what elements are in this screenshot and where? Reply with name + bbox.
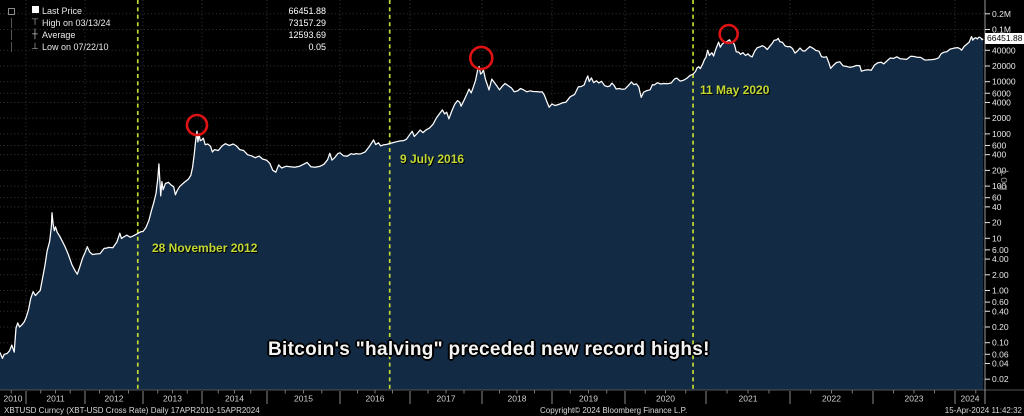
legend-value: 0.05 — [308, 42, 326, 52]
y-axis-tick-label: 2000 — [992, 113, 1011, 123]
security-description: XBTUSD Curncy (XBT-USD Cross Rate) Daily… — [4, 406, 260, 415]
x-axis-year-label: 2022 — [822, 394, 841, 404]
legend-label: High on 03/13/24 — [42, 18, 111, 28]
y-axis-tick-label: 60 — [992, 193, 1002, 203]
y-axis-tick-label: 20 — [992, 218, 1002, 228]
halving-peak-circle — [718, 23, 739, 45]
legend-label: Average — [42, 30, 76, 40]
y-axis-tick-label: 10 — [992, 233, 1002, 243]
x-axis-year-label: 2013 — [163, 394, 182, 404]
x-axis-year-label: 2023 — [905, 394, 924, 404]
x-axis-year-label: 2021 — [739, 394, 758, 404]
legend-value: 12593.69 — [288, 30, 326, 40]
y-axis-tick-label: 0.60 — [992, 297, 1009, 307]
legend-tree — [6, 42, 28, 52]
x-axis-year-label: 2011 — [46, 394, 65, 404]
halving-peak-circle — [468, 45, 494, 71]
timestamp-text: 15-Apr-2024 11:42:32 — [944, 406, 1022, 415]
high-marker-icon: ⊤ — [31, 18, 39, 28]
legend-tree-line — [11, 42, 12, 52]
last-price-tag: 66451.88 — [985, 33, 1024, 45]
y-axis-tick-label: 6.00 — [992, 245, 1009, 255]
x-axis-year-label: 2019 — [579, 394, 598, 404]
y-axis-tick-label: 10000 — [992, 77, 1016, 87]
legend-row[interactable]: Last Price 66451.88 — [6, 5, 326, 17]
legend-label: Last Price — [42, 6, 83, 16]
x-axis-year-label: 2016 — [366, 394, 385, 404]
x-axis-year-label: 2020 — [656, 394, 675, 404]
x-axis-year-label: 2018 — [508, 394, 527, 404]
y-axis-tick-label: 6000 — [992, 88, 1011, 98]
low-marker-icon: ⊥ — [31, 42, 39, 52]
status-bar: XBTUSD Curncy (XBT-USD Cross Rate) Daily… — [0, 406, 1024, 416]
legend-tree-line — [11, 30, 12, 40]
log-scale-label: Log — [998, 170, 1010, 192]
x-axis-year-label: 2024 — [961, 394, 980, 404]
x-axis-year-label: 2017 — [437, 394, 456, 404]
legend-tree — [6, 18, 28, 28]
y-axis-tick-label: 20000 — [992, 61, 1016, 71]
y-axis-tick-label: 200 — [992, 165, 1006, 175]
y-axis-tick-label: 4000 — [992, 97, 1011, 107]
y-axis-tick-label: 1.00 — [992, 286, 1009, 296]
legend-tree — [6, 30, 28, 40]
copyright-text: Copyright© 2024 Bloomberg Finance L.P. — [540, 406, 688, 415]
halving-date-label: 9 July 2016 — [400, 152, 465, 166]
y-axis-tick-label: 0.20 — [992, 322, 1009, 332]
halving-date-label: 28 November 2012 — [152, 241, 258, 255]
legend-row[interactable]: ┼ Average 12593.69 — [6, 29, 326, 41]
y-axis-tick-label: 100 — [992, 181, 1006, 191]
halving-peak-circle — [185, 113, 209, 137]
y-axis-tick-label: 40000 — [992, 45, 1016, 55]
y-axis-tick-label: 4.00 — [992, 254, 1009, 264]
legend-value: 73157.29 — [288, 18, 326, 28]
price-area-fill — [0, 36, 984, 390]
legend-label: Low on 07/22/10 — [42, 42, 109, 52]
legend-tree — [6, 7, 28, 15]
y-axis-tick-label: 400 — [992, 150, 1006, 160]
y-axis-tick-label: 40 — [992, 202, 1002, 212]
x-axis-year-label: 2012 — [105, 394, 124, 404]
headline-annotation: Bitcoin's "halving" preceded new record … — [268, 339, 710, 360]
legend-tree-line — [11, 18, 12, 28]
legend-row[interactable]: ⊤ High on 03/13/24 73157.29 — [6, 17, 326, 29]
legend-value: 66451.88 — [288, 6, 326, 16]
y-axis-tick-label: 0.02 — [992, 374, 1009, 384]
x-axis-year-label: 2014 — [225, 394, 244, 404]
legend-expander-icon[interactable] — [8, 7, 15, 15]
y-axis-tick-label: 0.1M — [992, 25, 1011, 35]
y-axis-tick-label: 0.2M — [992, 9, 1011, 19]
halving-date-label: 11 May 2020 — [700, 83, 770, 97]
legend-row[interactable]: ⊥ Low on 07/22/10 0.05 — [6, 41, 326, 53]
y-axis-tick-label: 0.04 — [992, 358, 1009, 368]
y-axis-tick-label: 1000 — [992, 129, 1011, 139]
y-axis-tick-label: 0.06 — [992, 349, 1009, 359]
y-axis-tick-label: 0.40 — [992, 306, 1009, 316]
y-axis-tick-label: 2.00 — [992, 270, 1009, 280]
x-axis-year-label: 2015 — [294, 394, 313, 404]
last-price-swatch — [31, 6, 39, 13]
average-marker-icon: ┼ — [32, 30, 38, 40]
chart-legend: Last Price 66451.88 ⊤ High on 03/13/24 73157… — [6, 5, 326, 53]
price-line — [0, 35, 984, 360]
x-axis-year-label: 2010 — [4, 394, 23, 404]
y-axis-tick-label: 600 — [992, 140, 1006, 150]
y-axis-tick-label: 0.10 — [992, 338, 1009, 348]
